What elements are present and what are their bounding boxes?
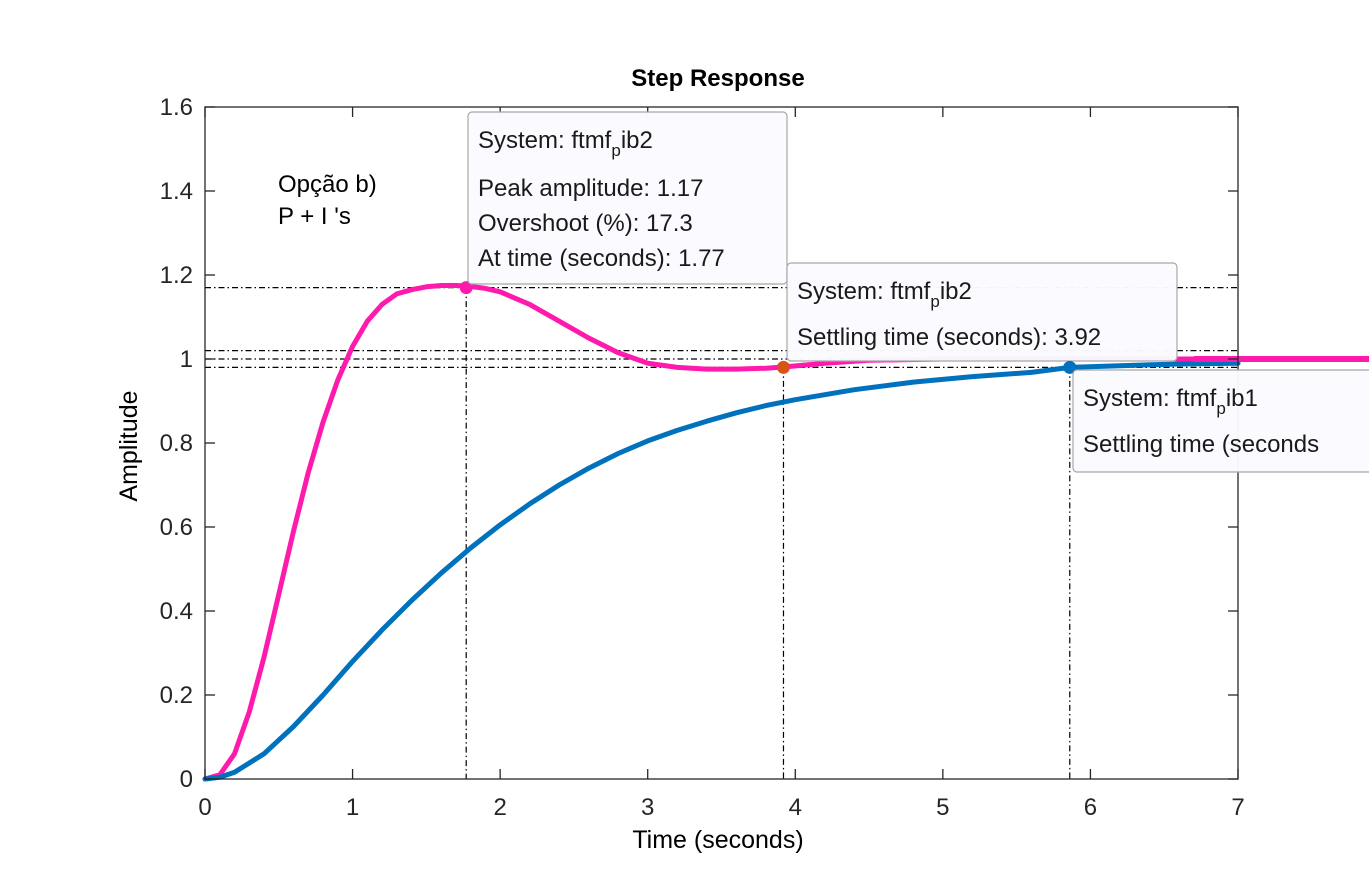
datatip-box[interactable]: System: ftmfpib1 Settling time (seconds bbox=[1072, 369, 1369, 473]
axis-ticks bbox=[204, 106, 1239, 780]
x-tick-label: 5 bbox=[936, 794, 949, 821]
x-tick-label: 6 bbox=[1084, 794, 1097, 821]
y-axis-label: Amplitude bbox=[115, 390, 143, 501]
series-layer bbox=[202, 283, 1369, 782]
datatip-box[interactable]: System: ftmfpib2 Settling time (seconds):… bbox=[786, 262, 1178, 362]
datatip-marker[interactable] bbox=[776, 360, 790, 374]
x-tick-label: 0 bbox=[198, 794, 211, 821]
x-tick-label: 2 bbox=[493, 794, 506, 821]
y-tick-label: 0.4 bbox=[160, 598, 193, 625]
datatip-line: Settling time (seconds): 3.92 bbox=[797, 324, 1101, 351]
y-tick-label: 1 bbox=[180, 346, 193, 373]
x-tick-label: 4 bbox=[789, 794, 802, 821]
y-tick-label: 0 bbox=[180, 766, 193, 793]
datatip-line: Settling time (seconds bbox=[1083, 431, 1319, 458]
y-tick-label: 1.4 bbox=[160, 178, 193, 205]
y-tick-label: 1.2 bbox=[160, 262, 193, 289]
datatip-marker[interactable] bbox=[459, 281, 473, 295]
y-tick-label: 0.2 bbox=[160, 682, 193, 709]
datatip-marker[interactable] bbox=[1063, 360, 1077, 374]
datatip-system-label: System: ftmfpib2 bbox=[797, 278, 972, 311]
datatip-box[interactable]: System: ftmfpib2 Peak amplitude: 1.17 Over… bbox=[467, 111, 788, 285]
datatip-background bbox=[1072, 369, 1369, 473]
x-axis-label: Time (seconds) bbox=[632, 826, 803, 854]
chart-title: Step Response bbox=[631, 65, 804, 92]
x-tick-label: 1 bbox=[346, 794, 359, 821]
series-line-1 bbox=[202, 283, 1241, 782]
y-tick-label: 0.8 bbox=[160, 430, 193, 457]
y-tick-label: 1.6 bbox=[160, 94, 193, 121]
y-tick-label: 0.6 bbox=[160, 514, 193, 541]
datatip-system-label: System: ftmfpib1 bbox=[1083, 385, 1258, 418]
x-tick-label: 7 bbox=[1231, 794, 1244, 821]
x-tick-labels: 0 1 2 3 4 5 6 7 bbox=[198, 794, 1244, 821]
series-line-2 bbox=[202, 360, 1241, 782]
datatips-layer: System: ftmfpib2 Peak amplitude: 1.17 Over… bbox=[459, 111, 1369, 473]
datatip-background bbox=[467, 111, 788, 285]
annotation-line-1: Opção b) bbox=[278, 171, 377, 198]
datatip-line: Peak amplitude: 1.17 bbox=[478, 175, 703, 202]
datatip-line: Overshoot (%): 17.3 bbox=[478, 210, 693, 237]
datatip-background bbox=[786, 262, 1178, 362]
datatip-line: At time (seconds): 1.77 bbox=[478, 245, 725, 272]
x-tick-label: 3 bbox=[641, 794, 654, 821]
datatip-system-label: System: ftmfpib2 bbox=[478, 127, 653, 160]
y-tick-labels: 0 0.2 0.4 0.6 0.8 1 1.2 1.4 1.6 bbox=[160, 94, 193, 793]
annotation-line-2: P + I 's bbox=[278, 203, 351, 230]
